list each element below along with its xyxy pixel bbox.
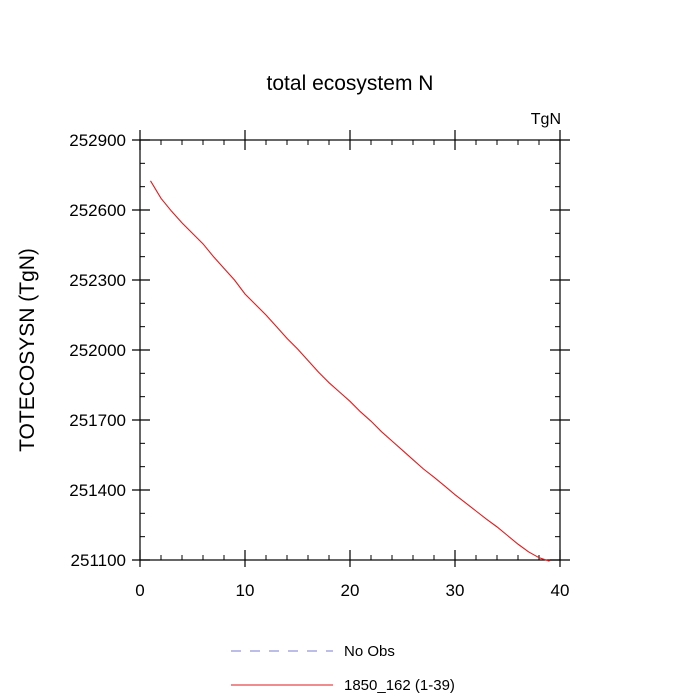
units-label: TgN (531, 111, 561, 128)
x-tick-label: 20 (341, 581, 360, 600)
y-tick-label: 251100 (71, 551, 126, 570)
x-tick-label: 30 (446, 581, 465, 600)
legend-label-1: 1850_162 (1-39) (344, 677, 455, 694)
x-tick-label: 40 (551, 581, 570, 600)
axis-ticks (132, 130, 570, 567)
series-line-1 (150, 180, 550, 562)
y-tick-label: 252900 (69, 131, 126, 150)
chart-title: total ecosystem N (267, 72, 434, 95)
y-tick-label: 251700 (69, 411, 126, 430)
x-tick-label: 10 (236, 581, 255, 600)
legend: No Obs 1850_162 (1-39) (231, 643, 455, 694)
y-axis-label: TOTECOSYSN (TgN) (16, 248, 39, 452)
y-tick-label: 251400 (69, 481, 126, 500)
plot-frame (139, 139, 561, 561)
x-tick-label: 0 (135, 581, 144, 600)
y-tick-label: 252000 (69, 341, 126, 360)
legend-label-0: No Obs (344, 643, 395, 660)
y-tick-label: 252300 (69, 271, 126, 290)
y-tick-label: 252600 (69, 201, 126, 220)
axis-tick-labels: 0 10 20 30 40 251100 251400 251700 252000 252300 2… (69, 131, 569, 600)
series-lines (150, 180, 550, 562)
